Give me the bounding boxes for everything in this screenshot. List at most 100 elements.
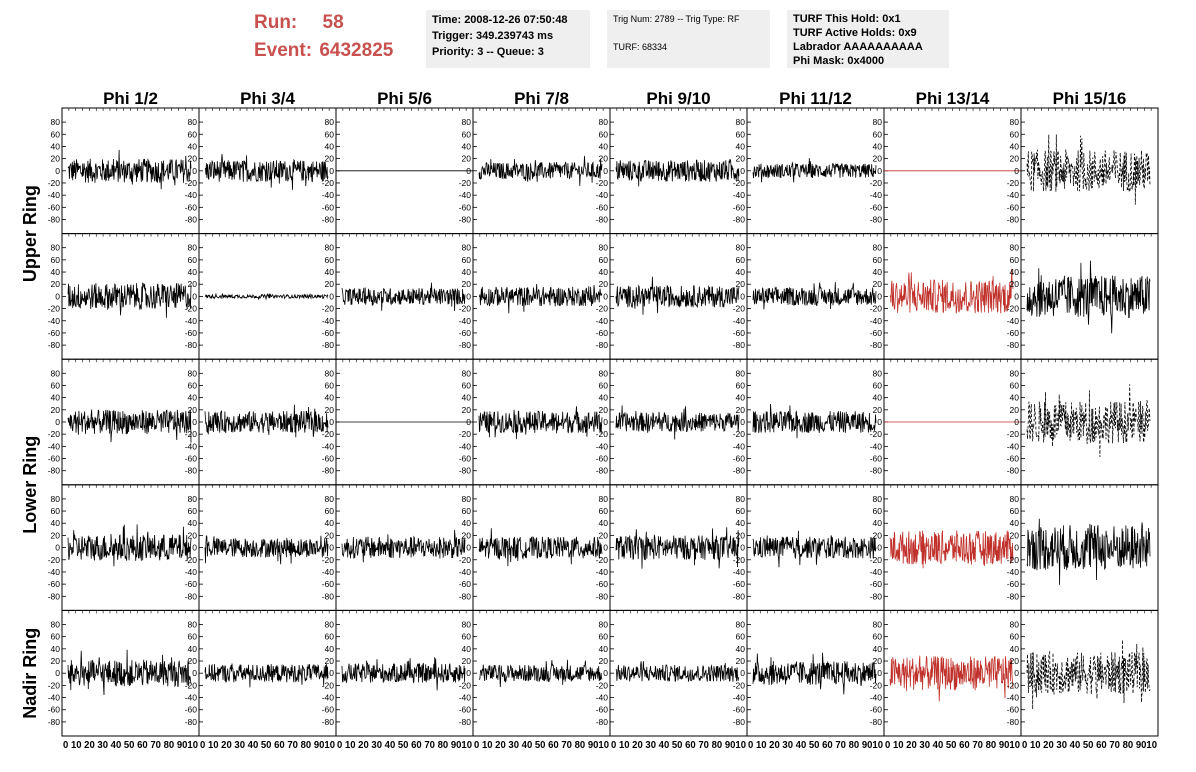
waveform-panel: -80 -60 -40 -20 0 20 40 60 80 [322, 609, 474, 737]
y-tick-label: 80 [462, 368, 472, 378]
y-tick-label: -60 [48, 328, 61, 338]
y-tick-label: -80 [322, 591, 335, 601]
y-tick-label: -60 [733, 454, 746, 464]
waveform-trace [752, 530, 877, 568]
y-tick-label: -80 [1007, 591, 1020, 601]
y-tick-label: -60 [185, 328, 198, 338]
waveform-trace [615, 158, 740, 187]
y-tick-label: 80 [1010, 368, 1020, 378]
y-tick-label: -40 [48, 567, 61, 577]
y-tick-label: 0 [877, 166, 882, 176]
y-tick-label: 40 [188, 518, 198, 528]
waveform-panel: -80 -60 -40 -20 0 20 40 60 80 [1007, 609, 1159, 737]
y-tick-label: -60 [185, 202, 198, 212]
waveform-trace [67, 649, 192, 696]
y-tick-label: 0 [877, 417, 882, 427]
waveform-panels: -80 -60 -40 -20 0 20 40 60 80 -80 -60 -40 -20 0 20 40 60… [48, 107, 1159, 737]
y-tick-label: 60 [736, 506, 746, 516]
y-tick-label: 40 [736, 393, 746, 403]
y-tick-label: 40 [736, 141, 746, 151]
y-tick-label: -60 [1007, 202, 1020, 212]
y-tick-label: 20 [51, 530, 61, 540]
y-tick-label: 0 [55, 668, 60, 678]
y-tick-label: -80 [1007, 717, 1020, 727]
y-tick-label: 20 [188, 154, 198, 164]
y-tick-label: -60 [1007, 705, 1020, 715]
y-tick-label: 40 [325, 141, 335, 151]
y-tick-label: 80 [1010, 494, 1020, 504]
y-tick-label: 60 [462, 506, 472, 516]
y-tick-label: -60 [322, 454, 335, 464]
y-tick-label: 20 [599, 154, 609, 164]
y-tick-label: 0 [603, 668, 608, 678]
waveform-panel: -80 -60 -40 -20 0 20 40 60 80 [596, 358, 748, 486]
y-tick-label: -80 [322, 340, 335, 350]
y-tick-label: 40 [599, 267, 609, 277]
y-tick-label: 40 [462, 141, 472, 151]
y-tick-label: 80 [1010, 619, 1020, 629]
y-tick-label: -20 [1007, 555, 1020, 565]
y-tick-label: 20 [873, 530, 883, 540]
y-tick-label: -60 [596, 454, 609, 464]
y-tick-label: -40 [459, 190, 472, 200]
y-tick-label: -40 [185, 441, 198, 451]
waveform-trace [204, 153, 329, 190]
y-tick-label: -40 [733, 441, 746, 451]
y-tick-label: 60 [51, 380, 61, 390]
y-tick-label: 20 [873, 279, 883, 289]
y-tick-label: -20 [185, 429, 198, 439]
y-tick-label: 40 [325, 644, 335, 654]
y-tick-label: -60 [596, 202, 609, 212]
x-tick-labels: 0 10 20 30 40 50 60 70 80 9010 [611, 740, 746, 751]
y-tick-label: -80 [48, 215, 61, 225]
waveform-panel: -80 -60 -40 -20 0 20 40 60 80 [596, 609, 748, 737]
event-label-text: Event: [254, 40, 313, 61]
y-tick-label: 60 [599, 255, 609, 265]
y-tick-label: 20 [325, 530, 335, 540]
ring-labels: Upper Ring Lower Ring Nadir Ring [20, 185, 40, 719]
y-tick-label: -20 [322, 178, 335, 188]
y-tick-label: 20 [599, 656, 609, 666]
y-tick-label: 20 [462, 279, 472, 289]
y-tick-label: -80 [596, 466, 609, 476]
y-tick-label: 80 [462, 117, 472, 127]
y-tick-label: -60 [322, 705, 335, 715]
waveform-trace [67, 524, 192, 567]
y-tick-label: 60 [873, 506, 883, 516]
run-value: 58 [322, 12, 344, 33]
y-tick-label: -80 [48, 717, 61, 727]
waveform-panel: -80 -60 -40 -20 0 20 40 60 80 [1007, 484, 1159, 611]
y-tick-label: 40 [325, 267, 335, 277]
y-tick-label: 80 [325, 368, 335, 378]
y-tick-label: 0 [740, 543, 745, 553]
y-tick-label: -40 [733, 190, 746, 200]
y-tick-label: 80 [736, 494, 746, 504]
y-tick-label: 20 [599, 405, 609, 415]
event-label: Event: 6432825 [254, 40, 393, 62]
y-tick-label: 60 [873, 380, 883, 390]
run-label: Run: 58 [254, 12, 344, 34]
y-tick-label: 0 [603, 417, 608, 427]
y-tick-label: -60 [870, 705, 883, 715]
x-tick-labels: 0 10 20 30 40 50 60 70 80 9010 [748, 740, 883, 751]
y-tick-label: -80 [870, 215, 883, 225]
waveform-panel: -80 -60 -40 -20 0 20 40 60 80 [48, 107, 200, 235]
y-tick-label: -20 [596, 555, 609, 565]
column-labels: Phi 1/2 Phi 3/4 Phi 5/6 Phi 7/8 Phi 9/10 Phi … [103, 89, 1126, 108]
y-tick-label: -80 [185, 591, 198, 601]
y-tick-label: 0 [329, 668, 334, 678]
y-tick-label: 40 [599, 518, 609, 528]
waveform-trace [752, 652, 877, 695]
y-tick-label: 80 [873, 494, 883, 504]
y-tick-label: 40 [1010, 644, 1020, 654]
y-tick-label: 60 [325, 129, 335, 139]
waveform-trace [478, 283, 603, 314]
y-tick-label: 20 [873, 154, 883, 164]
x-tick-labels: 0 10 20 30 40 50 60 70 80 9010 [1022, 740, 1157, 751]
waveform-trace [478, 659, 603, 688]
y-tick-label: -40 [322, 567, 335, 577]
y-tick-label: 20 [736, 405, 746, 415]
y-tick-label: 20 [51, 405, 61, 415]
y-tick-label: -80 [733, 466, 746, 476]
waveform-trace [67, 149, 192, 190]
